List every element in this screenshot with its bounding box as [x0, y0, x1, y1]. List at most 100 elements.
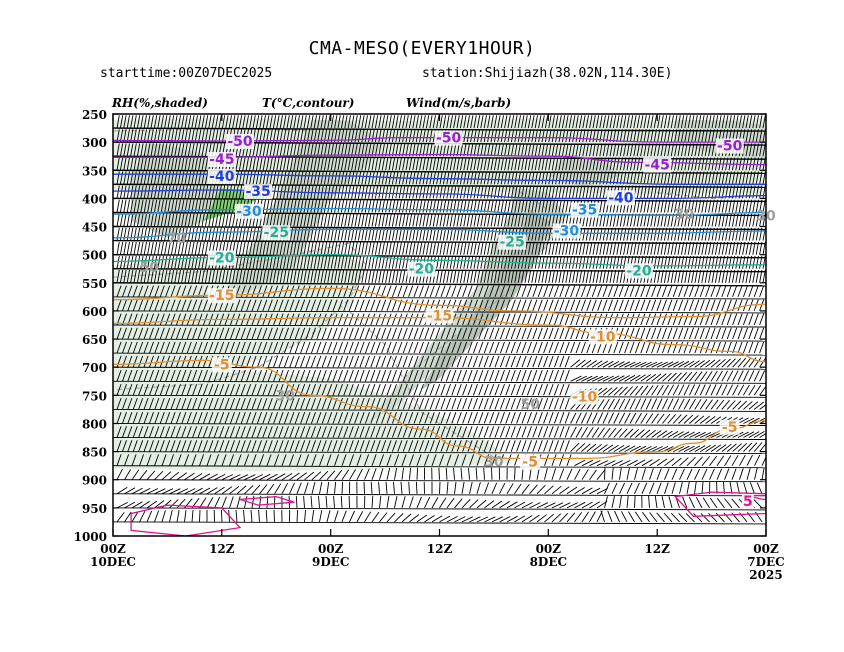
wind-barb: [422, 115, 426, 129]
wind-barb: [568, 157, 572, 171]
wind-barb: [606, 143, 610, 157]
wind-barb: [581, 459, 594, 467]
wind-barb: [374, 269, 379, 283]
wind-barb: [564, 299, 570, 312]
wind-barb: [483, 412, 489, 424]
wind-barb: [548, 369, 554, 382]
wind-barb: [725, 227, 729, 241]
wind-barb: [710, 444, 722, 452]
wind-barb: [294, 426, 300, 438]
wind-barb: [752, 227, 756, 241]
wind-barb: [510, 426, 516, 438]
wind-barb: [321, 412, 327, 424]
wind-barb: [153, 157, 158, 171]
wind-barb: [700, 513, 710, 523]
wind-barb: [402, 426, 408, 438]
wind-barb: [167, 241, 171, 255]
wind-barb: [238, 227, 243, 241]
wind-barb: [147, 227, 151, 241]
wind-barb: [470, 213, 474, 227]
wind-barb: [467, 397, 473, 410]
wind-barb: [721, 255, 725, 269]
wind-barb: [527, 185, 532, 199]
wind-barb: [623, 143, 627, 157]
wind-barb: [667, 115, 671, 129]
wind-barb: [408, 241, 413, 255]
wind-barb: [762, 157, 766, 171]
wind-barb: [121, 327, 127, 340]
wind-barb: [599, 157, 603, 171]
wind-barb: [742, 341, 748, 354]
wind-barb: [667, 313, 673, 326]
wind-barb: [459, 241, 464, 255]
wind-barb: [229, 383, 235, 396]
wind-barb: [343, 355, 349, 368]
wind-barb: [704, 199, 708, 213]
wind-barb: [466, 241, 470, 255]
wind-barb: [697, 213, 702, 227]
wind-barb: [541, 143, 545, 157]
wind-barb: [289, 383, 295, 396]
wind-barb: [303, 143, 307, 157]
wind-barb: [246, 369, 252, 382]
wind-barb: [317, 199, 321, 213]
wind-barb: [517, 213, 521, 227]
wind-barb: [187, 241, 192, 255]
wind-barb: [320, 255, 324, 269]
wind-barb: [143, 227, 147, 241]
wind-barb: [478, 355, 484, 368]
wind-barb: [154, 397, 160, 410]
wind-barb: [646, 185, 651, 199]
wind-barb: [116, 327, 122, 340]
wind-barb: [208, 115, 212, 129]
wind-barb: [683, 360, 695, 368]
wind-barb: [708, 185, 712, 199]
wind-barb: [538, 241, 542, 255]
wind-barb: [279, 255, 283, 269]
wind-barb: [548, 255, 552, 269]
wind-barb: [748, 213, 753, 227]
wind-barb: [310, 341, 316, 354]
wind-barb: [184, 157, 188, 171]
wind-barb: [691, 255, 695, 269]
wind-barb: [480, 185, 484, 199]
wind-barb: [711, 129, 715, 143]
wind-barb: [753, 442, 763, 452]
wind-barb: [256, 369, 262, 382]
wind-barb: [246, 440, 252, 452]
wind-barb: [286, 115, 290, 129]
wind-barb: [357, 213, 362, 227]
wind-barb: [510, 369, 516, 382]
wind-barb: [559, 285, 565, 298]
wind-barb: [735, 115, 739, 129]
wind-barb: [705, 399, 713, 410]
wind-barb: [694, 199, 698, 213]
wind-barb: [167, 255, 171, 269]
wind-barb: [165, 397, 171, 410]
wind-barb: [606, 255, 610, 269]
wind-barb: [364, 327, 370, 340]
wind-barb: [394, 513, 404, 523]
wind-barb: [262, 269, 266, 283]
wind-barb: [364, 454, 370, 466]
wind-barb: [439, 497, 447, 509]
wind-barb: [553, 313, 559, 326]
wind-barb: [191, 115, 195, 129]
wind-barb: [187, 213, 192, 227]
wind-barb: [401, 454, 407, 466]
wind-barb: [476, 516, 489, 523]
wind-barb: [748, 143, 753, 157]
wind-barb: [650, 171, 654, 185]
wind-barb: [305, 412, 311, 424]
wind-barb: [354, 369, 360, 382]
wind-barb: [688, 313, 694, 326]
contour-5-loop-0: [130, 504, 242, 536]
wind-barb-row: [113, 479, 766, 483]
wind-barb: [648, 495, 650, 508]
wind-barb: [251, 484, 261, 495]
wind-barb: [267, 299, 273, 312]
wind-barb: [267, 341, 273, 354]
wind-barb: [267, 397, 273, 410]
wind-barb: [694, 255, 698, 269]
wind-barb: [612, 157, 617, 171]
